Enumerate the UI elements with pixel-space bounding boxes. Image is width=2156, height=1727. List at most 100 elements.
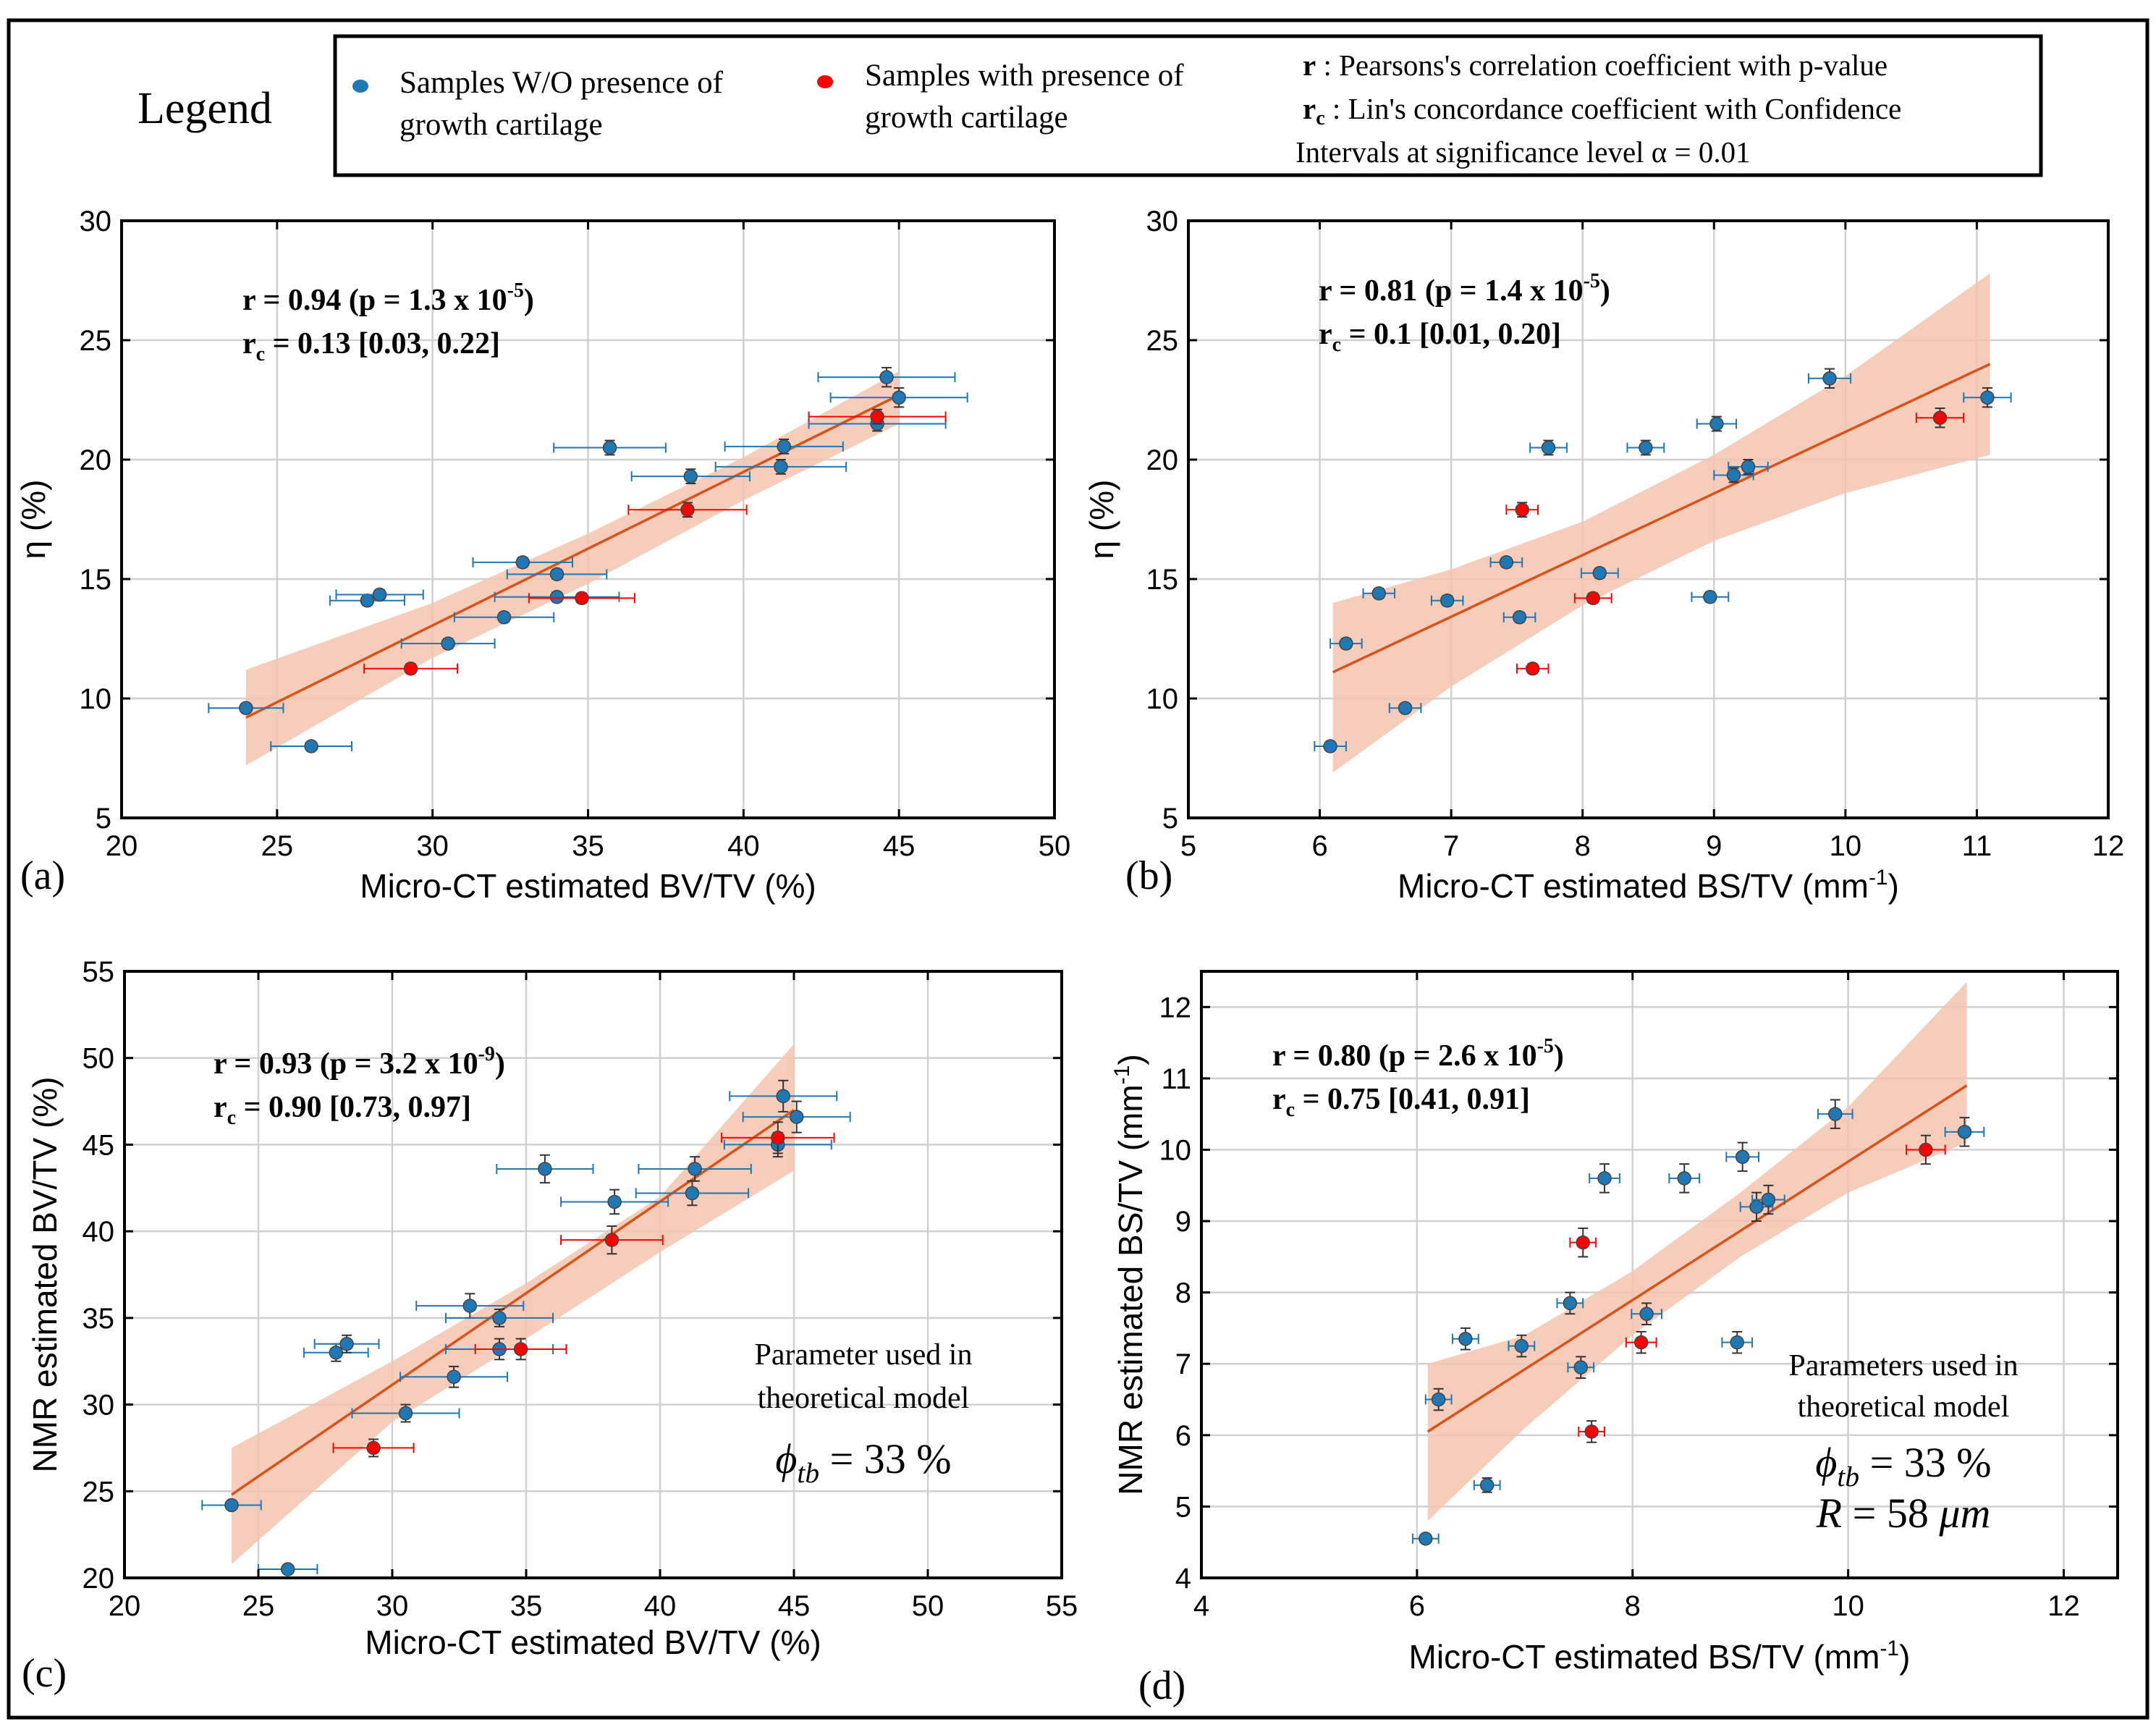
legend-note-r-text: : Pearsons's correlation coefficient wit… [1316, 48, 1887, 82]
model-annotation-radius: R = 58 μm [1816, 1490, 1991, 1537]
marker [549, 567, 565, 582]
data-point-blue [1529, 439, 1568, 456]
x-tick-label: 55 [1046, 1590, 1078, 1622]
marker [496, 610, 512, 625]
marker [339, 1337, 354, 1351]
data-point-red [363, 662, 459, 676]
plot-frame [1200, 970, 2119, 1579]
panel-c: 20 25 30 35 40 45 50 55 20 25 30 35 40 45 50 55 Micro-CT… [22, 956, 1078, 1696]
marker [1633, 1335, 1649, 1350]
marker [771, 1131, 785, 1145]
marker [1726, 468, 1741, 483]
data-point-blue [494, 590, 620, 604]
marker [1741, 460, 1756, 474]
legend-blue-label-1: Samples W/O presence of [400, 66, 724, 100]
marker [879, 370, 894, 384]
legend-blue-label-2: growth cartilage [400, 108, 603, 142]
data-point-blue [1473, 1477, 1501, 1493]
model-annotation-phi: ϕtb = 33 % [1815, 1439, 1991, 1492]
data-point-blue [1739, 1191, 1774, 1223]
data-point-red [560, 1225, 664, 1255]
y-axis-label: η (%) [14, 480, 52, 560]
marker [1525, 662, 1540, 676]
data-point-blue [1388, 701, 1422, 715]
confidence-band [245, 371, 900, 766]
stat-lin: rc = 0.1 [0.01, 0.20] [1319, 318, 1561, 356]
data-point-blue [560, 1188, 669, 1215]
marker [1730, 1335, 1744, 1350]
x-tick-label: 12 [2092, 830, 2125, 862]
marker [515, 555, 530, 570]
legend-note-rc-text: : Lin's concordance coefficient with Con… [1325, 92, 1902, 125]
legend-title: Legend [138, 84, 272, 133]
data-point-blue [1489, 555, 1523, 570]
marker [1419, 1532, 1433, 1546]
data-point-blue [1314, 739, 1347, 753]
y-tick-label: 20 [83, 1563, 115, 1595]
stat-pearson: r = 0.81 (p = 1.4 x 10-5) [1319, 270, 1610, 308]
data-point-blue [630, 468, 751, 484]
data-point-blue [496, 1154, 594, 1184]
y-tick-label: 25 [1146, 325, 1179, 357]
y-tick-label: 35 [83, 1303, 115, 1335]
data-point-blue [1721, 1330, 1754, 1354]
data-point-blue [453, 610, 555, 625]
y-tick-label: 6 [1175, 1420, 1191, 1452]
x-tick-label: 25 [261, 830, 294, 862]
data-point-blue [729, 1079, 838, 1112]
data-point-red [1578, 1420, 1606, 1443]
x-axis-label: Micro-CT estimated BV/TV (%) [360, 867, 816, 905]
stat-pearson: r = 0.94 (p = 1.3 x 10-5) [242, 279, 534, 317]
legend-red-label-1: Samples with presence of [865, 59, 1184, 93]
marker [777, 439, 791, 454]
data-point-blue [553, 439, 667, 456]
data-point-red [627, 502, 748, 518]
marker [1761, 1192, 1776, 1207]
legend-note-r: r : Pearsons's correlation coefficient w… [1303, 48, 1887, 82]
data-point-blue [1452, 1327, 1479, 1351]
legend-note-rc-symbol: r [1303, 92, 1316, 125]
x-tick-label: 8 [1575, 830, 1591, 862]
data-point-red [721, 1121, 835, 1154]
data-point-blue [742, 1100, 851, 1133]
marker [789, 1110, 804, 1124]
y-axis-label: η (%) [1083, 480, 1120, 560]
legend-note-r-symbol: r [1303, 48, 1316, 82]
x-tick-label: 35 [572, 830, 604, 862]
data-point-blue [1725, 1141, 1760, 1173]
y-tick-label: 45 [83, 1129, 115, 1161]
marker [1822, 371, 1837, 386]
y-tick-label: 10 [1159, 1134, 1192, 1166]
x-tick-label: 8 [1625, 1590, 1641, 1622]
marker [1703, 590, 1717, 604]
marker [1586, 591, 1600, 606]
x-tick-label: 10 [1830, 830, 1862, 862]
legend-note-rc-sub: c [1316, 107, 1324, 130]
legend-note-rc: rc : Lin's concordance coefficient with … [1303, 92, 1901, 130]
marker [1735, 1149, 1750, 1165]
data-point-red [1915, 408, 1965, 428]
data-point-red [1569, 1227, 1597, 1258]
data-point-red [474, 1338, 567, 1361]
confidence-band [1332, 273, 1990, 773]
y-tick-label: 5 [1175, 1491, 1191, 1523]
marker [239, 701, 253, 715]
x-tick-label: 50 [912, 1590, 944, 1622]
data-point-blue [1631, 1302, 1662, 1326]
x-tick-label: 11 [1962, 830, 1992, 862]
marker [462, 1299, 478, 1313]
data-point-blue [1696, 415, 1738, 432]
y-tick-label: 10 [80, 683, 112, 715]
marker [1479, 1478, 1495, 1492]
y-tick-label: 9 [1175, 1206, 1191, 1238]
marker [447, 1369, 461, 1385]
x-tick-label: 4 [1193, 1590, 1209, 1622]
legend-blue-marker [352, 80, 368, 93]
data-point-blue [638, 1156, 752, 1182]
marker [1431, 1392, 1446, 1407]
x-tick-label: 30 [416, 830, 449, 862]
marker [685, 1186, 700, 1201]
marker [1515, 502, 1529, 518]
data-point-red [1625, 1330, 1657, 1354]
marker [602, 440, 617, 455]
